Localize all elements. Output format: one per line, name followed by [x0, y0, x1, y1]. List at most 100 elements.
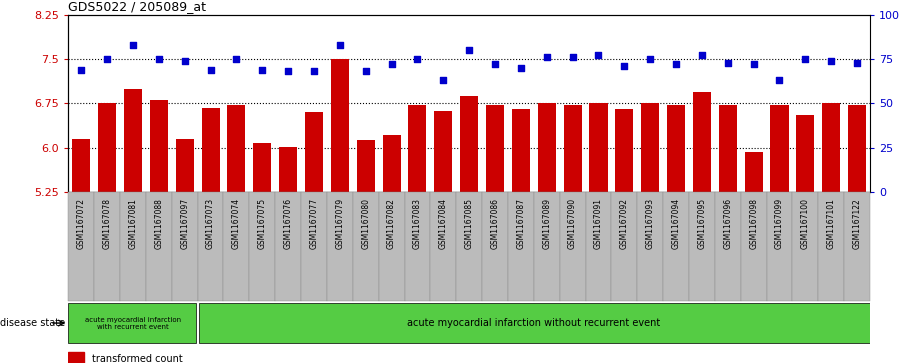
Bar [279, 147, 297, 363]
Bar [564, 105, 581, 363]
Text: GSM1167098: GSM1167098 [749, 198, 758, 249]
Bar [94, 192, 120, 301]
Point [591, 53, 606, 58]
Bar [482, 192, 508, 301]
Point [746, 61, 761, 67]
Point [462, 47, 476, 53]
Bar [741, 192, 766, 301]
Text: GSM1167096: GSM1167096 [723, 198, 732, 249]
Bar [534, 192, 559, 301]
Bar [327, 192, 353, 301]
Bar [68, 303, 197, 343]
Bar [641, 103, 660, 363]
Text: GSM1167080: GSM1167080 [362, 198, 370, 249]
Point [850, 60, 865, 65]
Bar [301, 192, 327, 301]
Bar [201, 107, 220, 363]
Bar [357, 140, 374, 363]
Text: GSM1167091: GSM1167091 [594, 198, 603, 249]
Bar [124, 89, 142, 363]
Text: GDS5022 / 205089_at: GDS5022 / 205089_at [68, 0, 206, 13]
Bar [744, 152, 763, 363]
Point [178, 58, 192, 64]
Point [307, 69, 322, 74]
Point [773, 77, 787, 83]
Bar [68, 192, 94, 301]
Point [566, 54, 580, 60]
Bar [305, 113, 323, 363]
Bar [766, 192, 793, 301]
Bar [146, 192, 172, 301]
Text: GSM1167100: GSM1167100 [801, 198, 810, 249]
Bar [589, 103, 608, 363]
Bar [172, 192, 198, 301]
Bar [822, 103, 840, 363]
Bar [508, 192, 534, 301]
Bar [537, 103, 556, 363]
Bar [176, 139, 194, 363]
Bar [719, 105, 737, 363]
Text: GSM1167101: GSM1167101 [826, 198, 835, 249]
Bar [818, 192, 844, 301]
Bar [430, 192, 456, 301]
Bar [331, 59, 349, 363]
Text: GSM1167097: GSM1167097 [180, 198, 189, 249]
Bar [223, 192, 250, 301]
Point [798, 56, 813, 62]
Bar [611, 192, 638, 301]
Bar [486, 105, 504, 363]
Point [669, 61, 683, 67]
Text: GSM1167122: GSM1167122 [853, 198, 862, 249]
Bar [638, 192, 663, 301]
Bar [435, 111, 453, 363]
Bar [250, 192, 275, 301]
Text: GSM1167082: GSM1167082 [387, 198, 396, 249]
Point [74, 67, 88, 73]
Bar [228, 105, 245, 363]
Text: GSM1167085: GSM1167085 [465, 198, 474, 249]
Text: GSM1167093: GSM1167093 [646, 198, 655, 249]
Text: GSM1167086: GSM1167086 [490, 198, 499, 249]
Bar [615, 109, 633, 363]
Bar [68, 352, 85, 363]
Bar [98, 103, 117, 363]
Bar [460, 96, 478, 363]
Bar [667, 105, 685, 363]
Point [333, 42, 347, 48]
Text: GSM1167079: GSM1167079 [335, 198, 344, 249]
Bar [793, 192, 818, 301]
Text: disease state: disease state [0, 318, 65, 328]
Text: GSM1167088: GSM1167088 [154, 198, 163, 249]
Bar [693, 91, 711, 363]
Point [824, 58, 838, 64]
Text: GSM1167089: GSM1167089 [542, 198, 551, 249]
Point [151, 56, 166, 62]
Text: GSM1167073: GSM1167073 [206, 198, 215, 249]
Text: GSM1167081: GSM1167081 [128, 198, 138, 249]
Point [436, 77, 451, 83]
Text: GSM1167087: GSM1167087 [517, 198, 526, 249]
Point [617, 63, 631, 69]
Bar [253, 143, 271, 363]
Text: GSM1167074: GSM1167074 [232, 198, 241, 249]
Bar [848, 105, 866, 363]
Point [203, 67, 218, 73]
Text: GSM1167084: GSM1167084 [439, 198, 448, 249]
Text: GSM1167083: GSM1167083 [413, 198, 422, 249]
Text: GSM1167095: GSM1167095 [698, 198, 706, 249]
Bar [796, 115, 814, 363]
Bar [383, 135, 401, 363]
Text: GSM1167094: GSM1167094 [671, 198, 681, 249]
Bar [586, 192, 611, 301]
Point [255, 67, 270, 73]
Bar [120, 192, 146, 301]
Point [126, 42, 140, 48]
Text: GSM1167090: GSM1167090 [568, 198, 577, 249]
Point [694, 53, 709, 58]
Bar [275, 192, 301, 301]
Bar [379, 192, 404, 301]
Text: GSM1167076: GSM1167076 [283, 198, 292, 249]
Bar [456, 192, 482, 301]
Text: GSM1167099: GSM1167099 [775, 198, 784, 249]
Point [281, 69, 295, 74]
